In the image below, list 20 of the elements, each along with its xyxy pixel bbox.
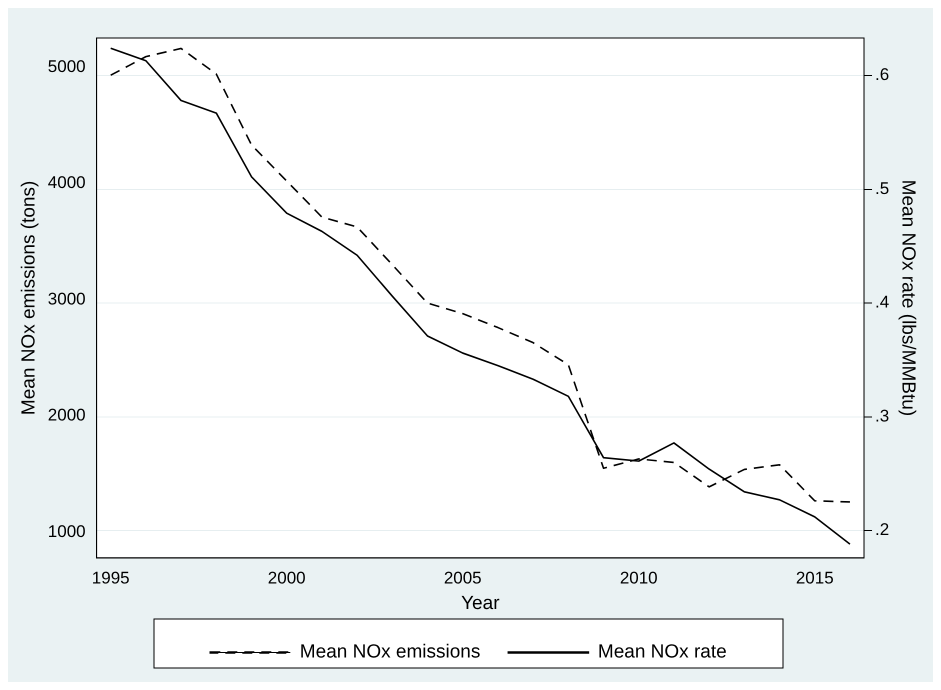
y-tick-label: 1000 — [48, 522, 86, 541]
x-tick-label: 2000 — [268, 568, 306, 588]
y-tick-label: 5000 — [48, 56, 86, 76]
y2-tick-label: .2 — [875, 520, 890, 540]
y2-axis-title: Mean NOx rate (lbs/MMBtu) — [897, 180, 918, 416]
y2-tick-label: .6 — [875, 65, 890, 84]
legend-label: Mean NOx emissions — [300, 642, 480, 663]
y-tick-label: 4000 — [48, 173, 86, 192]
x-tick-label: 2010 — [620, 568, 658, 588]
y2-tick-label: .5 — [875, 178, 890, 198]
x-tick-label: 1995 — [92, 568, 130, 588]
y2-tick-label: .3 — [875, 406, 890, 426]
x-axis-title: Year — [461, 592, 500, 614]
x-tick-label: 2005 — [444, 568, 482, 588]
y-tick-label: 2000 — [48, 406, 86, 425]
y2-tick-label: .4 — [875, 292, 890, 312]
y-tick-label: 3000 — [48, 289, 86, 308]
legend-label: Mean NOx rate — [598, 642, 727, 663]
y-axis-title: Mean NOx emissions (tons) — [18, 180, 40, 416]
x-tick-label: 2015 — [796, 568, 834, 588]
